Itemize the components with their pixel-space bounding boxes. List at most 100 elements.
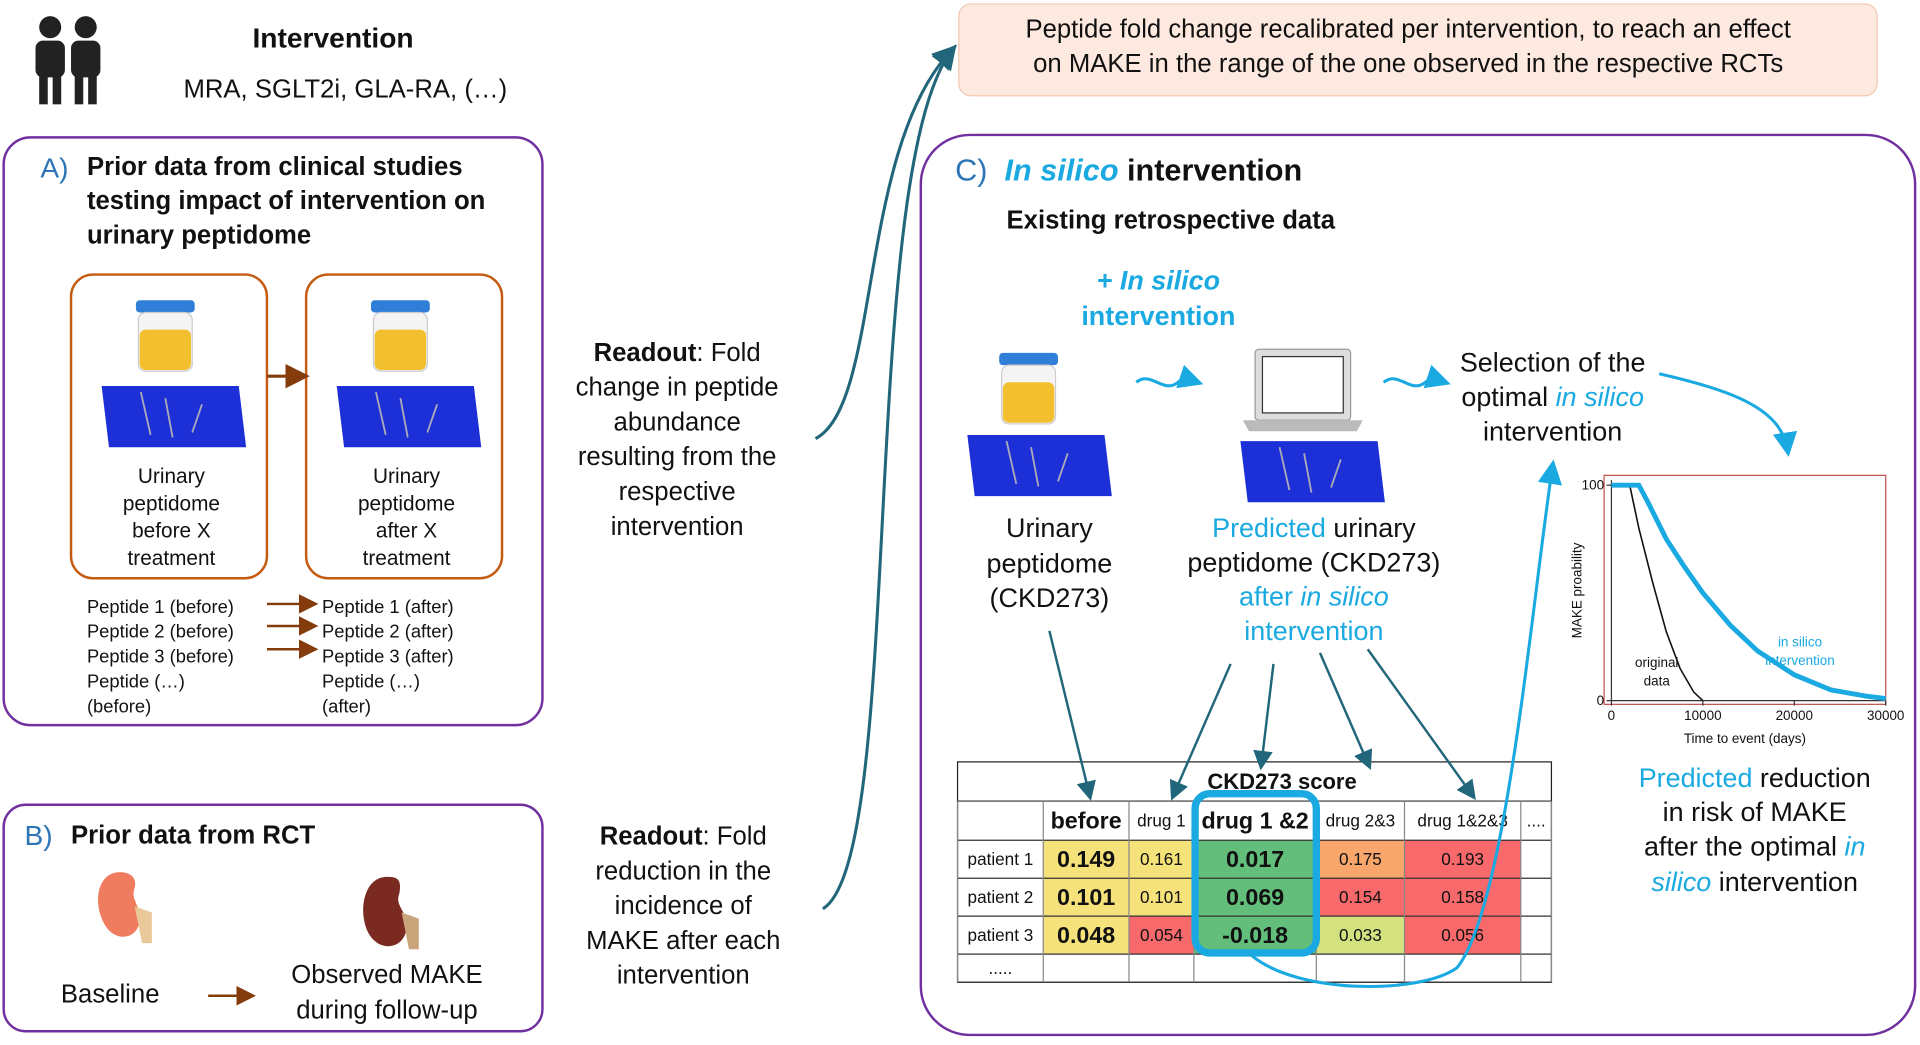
- label: after in silico: [1239, 582, 1389, 612]
- peptide: Peptide (…): [87, 670, 185, 691]
- kidney-icon: [363, 876, 407, 947]
- note-line: Peptide fold change recalibrated per int…: [1025, 16, 1790, 44]
- table-cell-text: 0.017: [1226, 846, 1284, 872]
- table-cell-text: 0.048: [1057, 922, 1115, 948]
- arrows: [1048, 630, 1476, 801]
- table-cell: [1128, 878, 1194, 917]
- label-part: urinary: [1326, 513, 1416, 543]
- table-cell-text: patient 1: [968, 849, 1034, 869]
- readout-text: : Fold: [696, 339, 760, 367]
- label: Selection of the: [1460, 348, 1646, 378]
- x-tick-label: 20000: [1776, 708, 1813, 723]
- table-cell: [1316, 916, 1405, 955]
- readout: MAKE after each: [586, 927, 780, 955]
- readout: change in peptide: [576, 374, 779, 402]
- label: Observed MAKE: [291, 961, 482, 989]
- table-cell-text: -0.018: [1222, 922, 1288, 948]
- panel-b: [2, 803, 544, 1033]
- peptide: Peptide 1 (before): [87, 596, 234, 617]
- y-tick-label: 100: [1582, 478, 1604, 493]
- table-cell: [1404, 840, 1521, 879]
- peptide: (before): [87, 695, 151, 716]
- readout-bold: Readout: [600, 823, 703, 851]
- table-title: CKD273 score: [1207, 769, 1356, 794]
- label-part: in: [1844, 831, 1865, 861]
- table-header: drug 1 &2: [1201, 808, 1308, 834]
- arrow: [1658, 372, 1798, 457]
- peptide-plot: [966, 434, 1113, 498]
- label: Predicted urinary: [1212, 513, 1416, 543]
- curve-label: intervention: [1765, 653, 1835, 668]
- table-header: before: [1051, 808, 1122, 834]
- table-cell-text: 0.149: [1057, 846, 1115, 872]
- sample-box: [69, 273, 269, 580]
- table-cell-text: 0.193: [1441, 849, 1484, 869]
- y-axis-label: MAKE proability: [1570, 542, 1585, 638]
- y-tick-label: 0: [1597, 693, 1604, 708]
- readout: intervention: [611, 513, 744, 541]
- label: silico intervention: [1651, 867, 1858, 897]
- peptide-plot: [1239, 440, 1386, 504]
- curve-label: data: [1644, 674, 1671, 689]
- label-part: in silico: [1300, 582, 1388, 612]
- label-part: Predicted: [1212, 513, 1326, 543]
- table-cell: [1128, 840, 1194, 879]
- panel-letter: B): [24, 820, 52, 851]
- panel-subtitle: Existing retrospective data: [1007, 207, 1336, 235]
- table-cell: [1043, 916, 1129, 955]
- peptide: Peptide (…): [322, 670, 420, 691]
- sample-label: peptidome: [358, 492, 455, 515]
- label: after the optimal in: [1644, 831, 1866, 861]
- label-part: after the optimal: [1644, 831, 1845, 861]
- sample-label: treatment: [363, 547, 451, 570]
- note-box: [958, 3, 1878, 97]
- label: optimal in silico: [1461, 382, 1644, 412]
- panel-c-title: C) In silico intervention: [955, 153, 1302, 187]
- sample-label: peptidome: [123, 492, 220, 515]
- peptide: (after): [322, 695, 371, 716]
- table-cell-text: 0.054: [1140, 925, 1183, 945]
- panel-title: Prior data from clinical studies: [87, 153, 463, 181]
- table-cell: [1043, 840, 1129, 879]
- curve-label: original: [1635, 655, 1678, 670]
- table-header: drug 1: [1137, 811, 1186, 831]
- table-cell-text: 0.101: [1057, 884, 1115, 910]
- highlight: [1191, 790, 1320, 957]
- panel-letter: C): [955, 153, 987, 187]
- readout-bold: Readout: [594, 339, 697, 367]
- curve-label: in silico: [1778, 634, 1822, 649]
- header-subtitle: MRA, SGLT2i, GLA-RA, (…): [183, 76, 507, 104]
- kidney-icon: [401, 912, 419, 950]
- table-cell-text: 0.101: [1140, 887, 1183, 907]
- table-cell: [1193, 916, 1317, 955]
- label: (CKD273): [990, 583, 1110, 613]
- readout: reduction in the: [595, 857, 771, 885]
- table-cell-text: 0.069: [1226, 884, 1284, 910]
- peptide: Peptide 1 (after): [322, 596, 454, 617]
- label-part: optimal: [1461, 382, 1555, 412]
- table-cell-text: patient 2: [968, 887, 1034, 907]
- table-cell: [1404, 916, 1521, 955]
- table-cell-text: 0.175: [1339, 849, 1382, 869]
- table-cell: [1193, 878, 1317, 917]
- table-cell: [1404, 878, 1521, 917]
- panel-title: urinary peptidome: [87, 221, 311, 249]
- survival-curve: [1611, 482, 1887, 701]
- table-cell: [1128, 916, 1194, 955]
- peptide-plot: [100, 385, 248, 449]
- urine-cup: [998, 352, 1059, 425]
- label-part: silico: [1651, 867, 1711, 897]
- table-cell-text: patient 3: [968, 925, 1034, 945]
- table-cell-text: 0.154: [1339, 887, 1382, 907]
- kidney-icon: [134, 906, 152, 944]
- table-cell: [1193, 840, 1317, 879]
- label: peptidome (CKD273): [1187, 547, 1440, 577]
- readout-text: : Fold: [703, 823, 767, 851]
- urine-cup: [370, 299, 431, 372]
- table-cell-text: 0.161: [1140, 849, 1183, 869]
- label-part: after: [1239, 582, 1300, 612]
- plus-label: + In silico: [1097, 266, 1220, 296]
- title-italic: In silico: [1005, 153, 1119, 187]
- laptop-icon: [1242, 348, 1363, 432]
